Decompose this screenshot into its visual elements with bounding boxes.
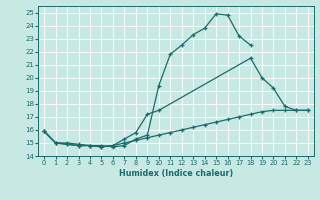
X-axis label: Humidex (Indice chaleur): Humidex (Indice chaleur) xyxy=(119,169,233,178)
